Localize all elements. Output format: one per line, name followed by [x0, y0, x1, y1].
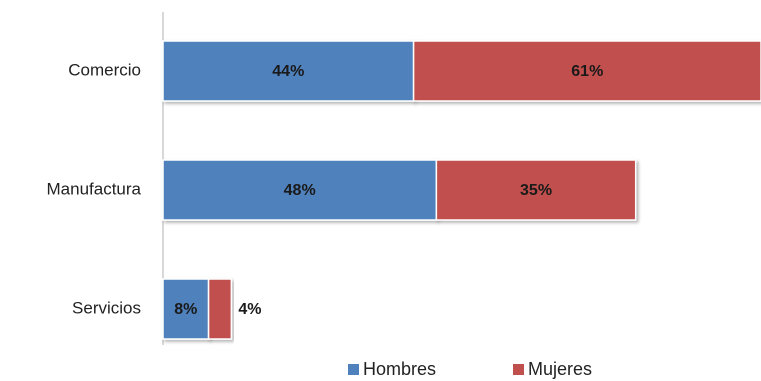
category-label-servicios: Servicios	[72, 298, 141, 317]
category-labels: Comercio Manufactura Servicios	[47, 60, 142, 317]
legend-swatch-hombres	[348, 364, 359, 375]
bar-manufactura-hombres	[162, 159, 438, 221]
data-label-manufactura-hombres: 48%	[284, 182, 316, 199]
data-label-servicios-hombres: 8%	[174, 301, 197, 318]
data-label-comercio-mujeres: 61%	[571, 63, 603, 80]
bar-servicios-mujeres	[207, 278, 233, 340]
bar-comercio-mujeres	[412, 40, 761, 102]
legend-swatch-mujeres	[513, 364, 524, 375]
legend: Hombres Mujeres	[348, 359, 592, 379]
data-label-comercio-hombres: 44%	[272, 63, 304, 80]
bars-group: 44% 61% 48% 35% 8% 4%	[162, 40, 761, 340]
legend-label-mujeres: Mujeres	[528, 359, 592, 379]
bar-manufactura-mujeres	[435, 159, 637, 221]
category-label-comercio: Comercio	[68, 60, 141, 79]
category-label-manufactura: Manufactura	[47, 179, 142, 198]
legend-label-hombres: Hombres	[363, 359, 436, 379]
data-label-manufactura-mujeres: 35%	[520, 182, 552, 199]
data-label-servicios-mujeres: 4%	[238, 301, 261, 318]
